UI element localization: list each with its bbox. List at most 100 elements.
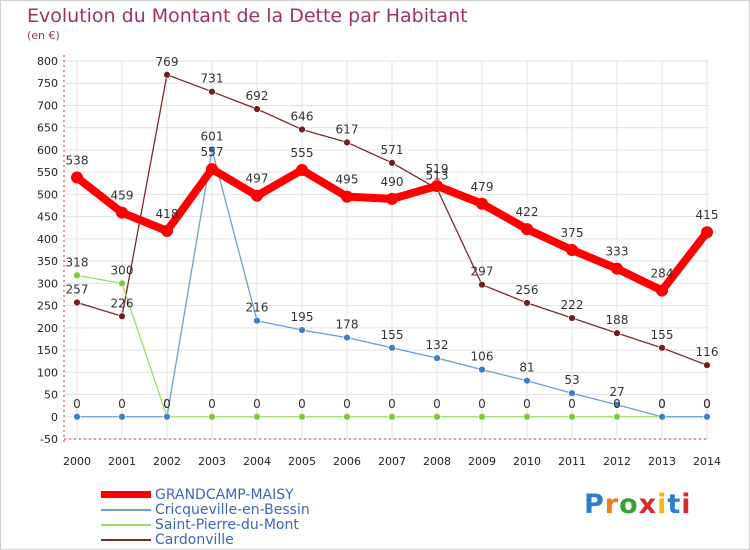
data-label-0: 490: [381, 175, 404, 189]
series-point-2: [388, 413, 396, 421]
y-tick-label: 200: [37, 322, 58, 335]
series-point-2: [613, 413, 621, 421]
x-tick-label: 2007: [378, 455, 406, 468]
legend-label-2: Saint-Pierre-du-Mont: [155, 516, 299, 533]
series-lines: [71, 71, 713, 421]
series-point-2: [73, 271, 81, 280]
data-label-1: 0: [703, 397, 711, 411]
series-point-0: [476, 197, 488, 210]
legend-label-1: Cricqueville-en-Bessin: [155, 501, 310, 518]
y-tick-label: 350: [37, 255, 58, 268]
series-point-2: [253, 413, 261, 421]
y-tick-label: -50: [40, 433, 58, 446]
series-point-0: [251, 189, 263, 202]
legend: GRANDCAMP-MAISY Cricqueville-en-Bessin S…: [101, 486, 310, 548]
series-point-2: [478, 413, 486, 421]
series-point-0: [386, 192, 398, 205]
data-label-1: 106: [471, 350, 494, 364]
series-point-3: [658, 344, 666, 352]
series-point-2: [343, 413, 351, 421]
data-label-1: 195: [291, 310, 314, 324]
data-label-3: 513: [426, 169, 449, 183]
data-label-3: 257: [66, 282, 89, 296]
series-point-3: [478, 280, 486, 289]
data-label-2: 318: [66, 255, 89, 269]
y-tick-label: 750: [37, 77, 58, 90]
data-label-0: 497: [246, 172, 269, 186]
data-label-3: 155: [651, 328, 674, 342]
legend-swatch-1: [101, 508, 151, 511]
legend-swatch-2: [101, 523, 151, 526]
series-point-1: [163, 413, 171, 421]
series-point-3: [163, 71, 171, 79]
series-point-0: [116, 206, 128, 219]
data-label-0: 284: [651, 266, 674, 280]
legend-item-2[interactable]: Saint-Pierre-du-Mont: [101, 516, 310, 533]
data-label-3: 571: [381, 143, 404, 157]
y-tick-label: 300: [37, 277, 58, 290]
data-label-3: 692: [246, 89, 269, 103]
data-label-3: 731: [201, 72, 224, 86]
series-point-0: [71, 171, 83, 184]
series-point-3: [298, 125, 306, 134]
x-tick-label: 2004: [243, 455, 271, 468]
data-label-2: 0: [433, 397, 441, 411]
series-point-3: [613, 329, 621, 337]
series-point-0: [206, 163, 218, 176]
logo-letter: x: [638, 489, 658, 520]
data-label-0: 538: [66, 154, 89, 168]
y-tick-label: 100: [37, 366, 58, 379]
series-point-3: [568, 314, 576, 322]
series-point-0: [701, 226, 713, 239]
data-label-1: 27: [609, 385, 624, 399]
data-label-1: 0: [163, 397, 171, 411]
legend-item-0[interactable]: GRANDCAMP-MAISY: [101, 486, 310, 503]
data-label-2: 0: [208, 397, 216, 411]
data-label-2: 0: [703, 397, 711, 411]
series-point-2: [568, 413, 576, 421]
y-tick-label: 0: [51, 411, 58, 424]
series-point-0: [611, 262, 623, 275]
legend-item-1[interactable]: Cricqueville-en-Bessin: [101, 501, 310, 518]
data-label-1: 601: [201, 129, 224, 143]
series-point-1: [703, 413, 711, 421]
data-label-3: 646: [291, 109, 314, 123]
series-point-0: [161, 224, 173, 237]
y-tick-label: 600: [37, 144, 58, 157]
legend-label-0: GRANDCAMP-MAISY: [155, 486, 294, 503]
legend-swatch-0: [101, 491, 151, 498]
data-label-1: 0: [73, 397, 81, 411]
y-tick-label: 250: [37, 300, 58, 313]
data-label-0: 415: [696, 208, 719, 222]
data-label-1: 0: [118, 397, 126, 411]
legend-item-3[interactable]: Cardonville: [101, 532, 310, 548]
x-tick-label: 2011: [558, 455, 586, 468]
y-tick-label: 50: [44, 389, 58, 402]
y-tick-label: 400: [37, 233, 58, 246]
series-point-3: [118, 312, 126, 320]
x-tick-label: 2006: [333, 455, 361, 468]
data-label-3: 297: [471, 265, 494, 279]
series-point-2: [523, 413, 531, 421]
logo-letter: P: [584, 489, 605, 520]
series-point-0: [521, 223, 533, 236]
data-label-2: 0: [523, 397, 531, 411]
x-tick-label: 2000: [63, 455, 91, 468]
data-label-1: 155: [381, 328, 404, 342]
data-label-0: 418: [156, 207, 179, 221]
x-tick-label: 2001: [108, 455, 136, 468]
data-label-0: 459: [111, 189, 134, 203]
logo-letter: r: [604, 489, 620, 520]
x-tick-label: 2013: [648, 455, 676, 468]
series-point-3: [523, 299, 531, 307]
y-tick-label: 150: [37, 344, 58, 357]
data-label-2: 0: [388, 397, 396, 411]
data-label-1: 81: [519, 361, 534, 375]
series-point-0: [296, 163, 308, 176]
data-label-0: 495: [336, 173, 359, 187]
data-label-3: 226: [111, 296, 134, 310]
series-point-0: [656, 284, 668, 297]
series-point-3: [388, 159, 396, 167]
series-point-3: [208, 87, 216, 96]
